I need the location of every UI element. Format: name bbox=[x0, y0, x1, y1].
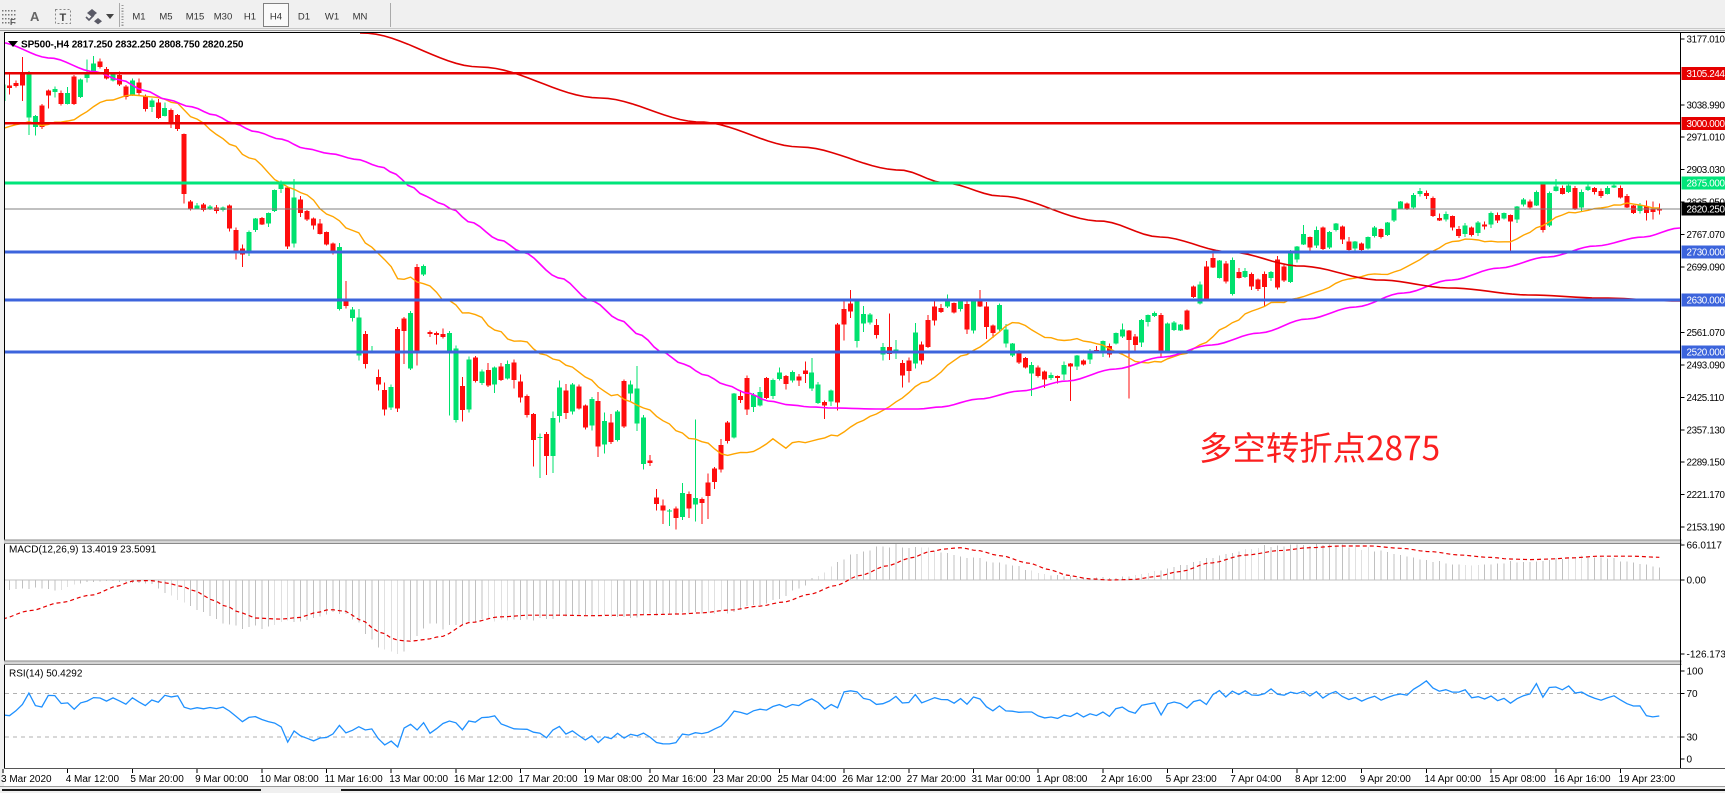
svg-text:0.00: 0.00 bbox=[1687, 576, 1707, 587]
svg-text:MN: MN bbox=[353, 12, 368, 23]
svg-text:D1: D1 bbox=[298, 12, 310, 23]
svg-text:31 Mar 00:00: 31 Mar 00:00 bbox=[972, 774, 1031, 785]
svg-text:H4: H4 bbox=[270, 12, 282, 23]
svg-text:A: A bbox=[30, 9, 40, 24]
svg-text:15 Apr 08:00: 15 Apr 08:00 bbox=[1489, 774, 1546, 785]
svg-text:H1: H1 bbox=[244, 12, 256, 23]
svg-text:9 Mar 00:00: 9 Mar 00:00 bbox=[195, 774, 249, 785]
svg-text:2699.090: 2699.090 bbox=[1687, 262, 1725, 273]
svg-text:2730.000: 2730.000 bbox=[1687, 248, 1725, 259]
svg-text:20 Mar 16:00: 20 Mar 16:00 bbox=[648, 774, 707, 785]
svg-text:10 Mar 08:00: 10 Mar 08:00 bbox=[260, 774, 319, 785]
svg-text:16 Mar 12:00: 16 Mar 12:00 bbox=[454, 774, 513, 785]
svg-text:2520.000: 2520.000 bbox=[1687, 348, 1725, 359]
svg-text:2971.010: 2971.010 bbox=[1687, 133, 1725, 144]
svg-text:25 Mar 04:00: 25 Mar 04:00 bbox=[777, 774, 836, 785]
svg-text:9 Apr 20:00: 9 Apr 20:00 bbox=[1360, 774, 1412, 785]
svg-text:2425.110: 2425.110 bbox=[1687, 393, 1725, 404]
svg-text:3105.244: 3105.244 bbox=[1687, 69, 1725, 80]
svg-text:2493.090: 2493.090 bbox=[1687, 361, 1725, 372]
svg-text:19 Apr 23:00: 19 Apr 23:00 bbox=[1619, 774, 1676, 785]
svg-text:4 Mar 12:00: 4 Mar 12:00 bbox=[66, 774, 120, 785]
svg-text:M15: M15 bbox=[186, 12, 204, 23]
svg-text:7 Apr 04:00: 7 Apr 04:00 bbox=[1230, 774, 1282, 785]
svg-text:SP500-,H4 2817.250 2832.250 2: SP500-,H4 2817.250 2832.250 2808.750 282… bbox=[21, 40, 244, 51]
svg-text:11 Mar 16:00: 11 Mar 16:00 bbox=[325, 774, 384, 785]
svg-text:0: 0 bbox=[1687, 755, 1693, 766]
svg-text:27 Mar 20:00: 27 Mar 20:00 bbox=[907, 774, 966, 785]
svg-text:14 Apr 00:00: 14 Apr 00:00 bbox=[1424, 774, 1481, 785]
svg-text:3000.000: 3000.000 bbox=[1687, 119, 1725, 130]
svg-text:W1: W1 bbox=[325, 12, 339, 23]
svg-text:2357.130: 2357.130 bbox=[1687, 425, 1725, 436]
svg-text:2153.190: 2153.190 bbox=[1687, 523, 1725, 534]
svg-text:1 Apr 08:00: 1 Apr 08:00 bbox=[1036, 774, 1088, 785]
svg-text:13 Mar 00:00: 13 Mar 00:00 bbox=[389, 774, 448, 785]
svg-text:66.0117: 66.0117 bbox=[1687, 541, 1723, 552]
svg-text:2 Apr 16:00: 2 Apr 16:00 bbox=[1101, 774, 1153, 785]
svg-text:RSI(14) 50.4292: RSI(14) 50.4292 bbox=[9, 669, 83, 680]
svg-text:8 Apr 12:00: 8 Apr 12:00 bbox=[1295, 774, 1347, 785]
svg-text:23 Mar 20:00: 23 Mar 20:00 bbox=[713, 774, 772, 785]
svg-text:2903.030: 2903.030 bbox=[1687, 165, 1725, 176]
svg-text:2820.250: 2820.250 bbox=[1687, 205, 1725, 216]
svg-text:F: F bbox=[10, 18, 15, 27]
svg-text:2767.070: 2767.070 bbox=[1687, 230, 1725, 241]
svg-text:17 Mar 20:00: 17 Mar 20:00 bbox=[519, 774, 578, 785]
svg-text:3 Mar 2020: 3 Mar 2020 bbox=[1, 774, 52, 785]
svg-text:3177.010: 3177.010 bbox=[1687, 35, 1725, 46]
svg-text:-126.173: -126.173 bbox=[1687, 650, 1725, 661]
svg-text:M30: M30 bbox=[214, 12, 232, 23]
svg-text:M1: M1 bbox=[132, 12, 145, 23]
svg-text:2875.000: 2875.000 bbox=[1687, 179, 1725, 190]
svg-text:100: 100 bbox=[1687, 667, 1704, 678]
svg-text:16 Apr 16:00: 16 Apr 16:00 bbox=[1554, 774, 1611, 785]
svg-text:5 Apr 23:00: 5 Apr 23:00 bbox=[1166, 774, 1218, 785]
svg-text:T: T bbox=[60, 12, 67, 24]
svg-text:MACD(12,26,9) 13.4019 23.5091: MACD(12,26,9) 13.4019 23.5091 bbox=[9, 545, 157, 556]
svg-text:M5: M5 bbox=[159, 12, 172, 23]
svg-text:2289.150: 2289.150 bbox=[1687, 458, 1725, 469]
svg-text:3038.990: 3038.990 bbox=[1687, 100, 1725, 111]
svg-text:2221.170: 2221.170 bbox=[1687, 490, 1725, 501]
svg-text:2630.000: 2630.000 bbox=[1687, 295, 1725, 306]
svg-text:19 Mar 08:00: 19 Mar 08:00 bbox=[583, 774, 642, 785]
svg-text:5 Mar 20:00: 5 Mar 20:00 bbox=[130, 774, 184, 785]
svg-text:2561.070: 2561.070 bbox=[1687, 328, 1725, 339]
svg-text:70: 70 bbox=[1687, 689, 1699, 700]
svg-text:30: 30 bbox=[1687, 733, 1699, 744]
svg-text:26 Mar 12:00: 26 Mar 12:00 bbox=[842, 774, 901, 785]
